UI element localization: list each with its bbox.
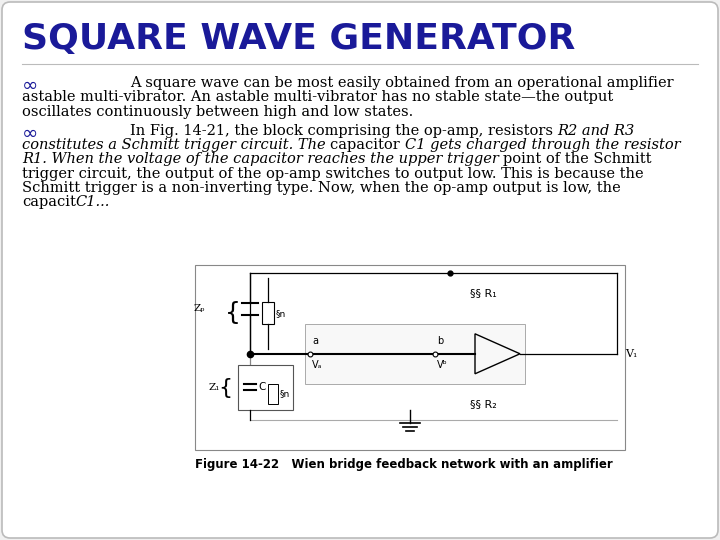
Text: Zₚ: Zₚ bbox=[194, 304, 205, 313]
Text: C1 gets charged through the resistor: C1 gets charged through the resistor bbox=[405, 138, 680, 152]
Text: b: b bbox=[437, 336, 444, 346]
Text: Figure 14-22   Wien bridge feedback network with an amplifier: Figure 14-22 Wien bridge feedback networ… bbox=[195, 458, 613, 471]
Text: C: C bbox=[258, 381, 266, 391]
Text: §§ R₂: §§ R₂ bbox=[470, 399, 497, 409]
Text: A square wave can be most easily obtained from an operational amplifier: A square wave can be most easily obtaine… bbox=[130, 76, 674, 90]
Bar bbox=[238, 365, 293, 410]
Text: ∞: ∞ bbox=[22, 124, 38, 143]
Text: R1. When the voltage of the capacitor reaches the upper trigger: R1. When the voltage of the capacitor re… bbox=[22, 152, 503, 166]
Text: astable multi-vibrator. An astable multi-vibrator has no stable state—the output: astable multi-vibrator. An astable multi… bbox=[22, 91, 613, 105]
Text: oscillates continuously between high and low states.: oscillates continuously between high and… bbox=[22, 105, 413, 119]
Text: §n: §n bbox=[280, 389, 290, 399]
Text: Schmitt trigger is a non-inverting type. Now, when the op-amp output is low, the: Schmitt trigger is a non-inverting type.… bbox=[22, 181, 621, 195]
Text: Z₁: Z₁ bbox=[209, 383, 220, 392]
Text: ∞: ∞ bbox=[22, 76, 38, 95]
Bar bbox=[305, 324, 525, 384]
Text: R2 and R3: R2 and R3 bbox=[557, 124, 635, 138]
Text: capacitor: capacitor bbox=[330, 138, 405, 152]
Text: C: C bbox=[262, 305, 270, 314]
Text: {: { bbox=[218, 377, 232, 397]
Text: §§ R₁: §§ R₁ bbox=[470, 288, 497, 298]
Text: point of the Schmitt: point of the Schmitt bbox=[503, 152, 652, 166]
Text: {: { bbox=[225, 301, 241, 326]
Text: capacit: capacit bbox=[22, 195, 76, 209]
Text: trigger circuit, the output of the op-amp switches to output low. This is becaus: trigger circuit, the output of the op-am… bbox=[22, 167, 644, 180]
Text: V₁: V₁ bbox=[625, 349, 637, 359]
Text: Vᵇ: Vᵇ bbox=[437, 360, 448, 370]
Text: C1...: C1... bbox=[76, 195, 110, 209]
Bar bbox=[195, 265, 625, 450]
Text: In Fig. 14-21, the block comprising the op-amp, resistors: In Fig. 14-21, the block comprising the … bbox=[130, 124, 557, 138]
Text: Vₐ: Vₐ bbox=[312, 360, 323, 370]
Text: §n: §n bbox=[276, 309, 287, 318]
Text: constitutes a Schmitt trigger circuit. The: constitutes a Schmitt trigger circuit. T… bbox=[22, 138, 330, 152]
Bar bbox=[262, 302, 274, 325]
Text: SQUARE WAVE GENERATOR: SQUARE WAVE GENERATOR bbox=[22, 22, 575, 56]
Text: a: a bbox=[312, 336, 318, 346]
Bar bbox=[268, 384, 278, 404]
